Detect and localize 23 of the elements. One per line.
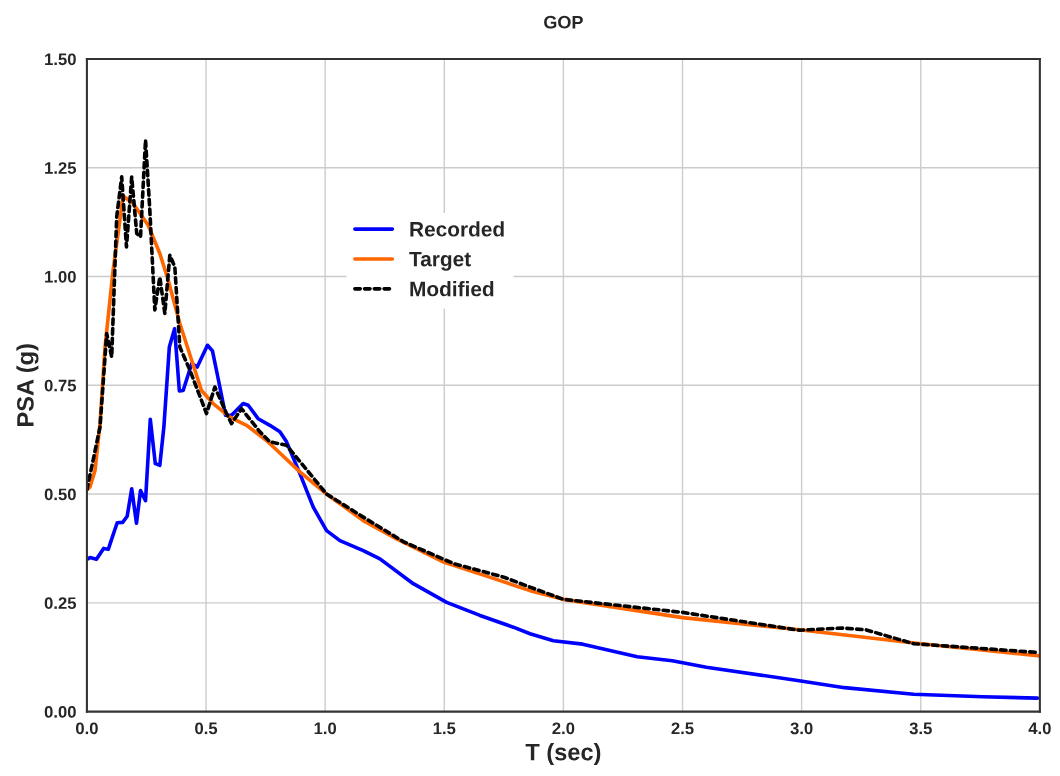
legend-label: Recorded [410, 221, 504, 237]
x-tick-label: 0.0 [76, 722, 98, 735]
x-tick-label: 2.0 [552, 722, 575, 735]
y-tick-label: 1.00 [45, 270, 76, 283]
line-series [86, 326, 1040, 700]
x-axis-title: T (sec) [525, 743, 601, 766]
y-tick-label: 1.50 [45, 53, 76, 66]
x-tick-label: 3.0 [790, 722, 813, 735]
x-tick-label: 3.5 [909, 722, 932, 735]
legend-label: Target [409, 251, 471, 271]
y-tick-label: 0.25 [44, 597, 77, 610]
x-tick-label: 0.5 [195, 722, 218, 735]
y-tick-label: 0.00 [44, 705, 76, 718]
x-tick-label: 1.5 [433, 722, 456, 735]
y-tick-label: 1.25 [45, 162, 77, 174]
y-tick-label: 0.50 [44, 488, 76, 501]
x-tick-label: 1.0 [314, 722, 337, 735]
y-axis-title: PSA (g) [16, 344, 39, 426]
x-tick-label: 2.5 [671, 722, 694, 735]
legend-label: Modified [410, 281, 494, 297]
x-tick-label: 4.0 [1028, 722, 1051, 735]
y-tick-label: 0.75 [44, 379, 77, 392]
chart-title: GOP [544, 15, 583, 29]
